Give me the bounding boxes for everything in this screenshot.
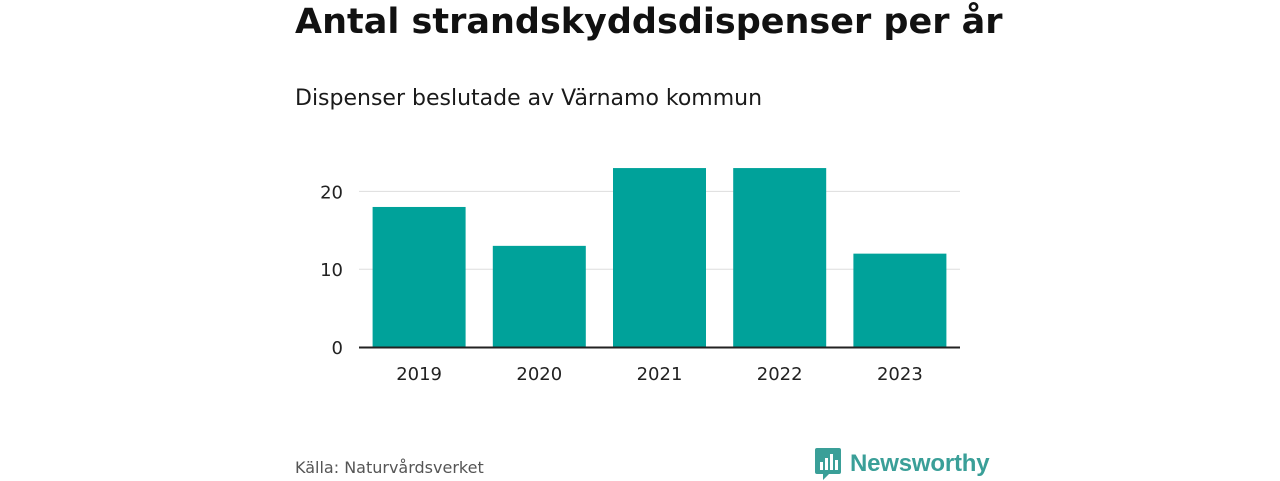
- chart-subtitle: Dispenser beslutade av Värnamo kommun: [295, 86, 763, 111]
- bar: [492, 245, 586, 347]
- bar-chart-speech-bubble-icon: [815, 448, 841, 480]
- x-tick-label: 2023: [877, 364, 923, 385]
- brand-name: Newsworthy: [850, 450, 990, 477]
- chart-title: Antal strandskyddsdispenser per år: [295, 2, 1003, 42]
- bar: [372, 206, 466, 347]
- x-tick-label: 2020: [516, 364, 562, 385]
- brand-logo: Newsworthy: [814, 447, 990, 481]
- bar: [853, 253, 947, 347]
- y-tick-label: 0: [332, 338, 343, 359]
- axes: 0 10 20 2019 2020 2021 2022 2023: [320, 182, 960, 385]
- source-note: Källa: Naturvårdsverket: [295, 458, 484, 477]
- x-tick-label: 2019: [396, 364, 442, 385]
- x-tick-label: 2021: [637, 364, 683, 385]
- bars: [372, 168, 947, 347]
- x-tick-label: 2022: [757, 364, 803, 385]
- bar: [613, 168, 706, 347]
- bar: [733, 168, 827, 347]
- y-tick-label: 10: [320, 260, 343, 281]
- y-tick-label: 20: [320, 182, 343, 203]
